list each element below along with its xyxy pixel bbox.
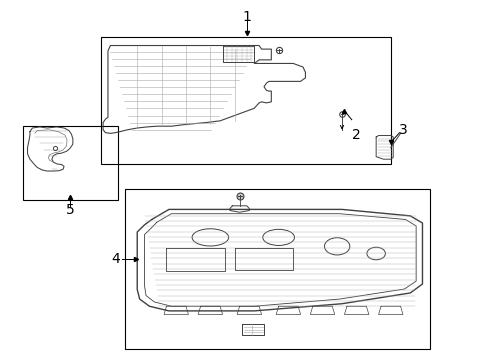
Text: 2: 2 bbox=[351, 128, 360, 142]
Bar bbox=[22, 126, 118, 200]
Text: 4: 4 bbox=[111, 252, 120, 266]
Text: 3: 3 bbox=[398, 123, 407, 137]
Bar bbox=[101, 37, 390, 164]
Bar bbox=[125, 189, 429, 348]
Text: 1: 1 bbox=[242, 10, 251, 24]
Text: 5: 5 bbox=[66, 203, 75, 217]
